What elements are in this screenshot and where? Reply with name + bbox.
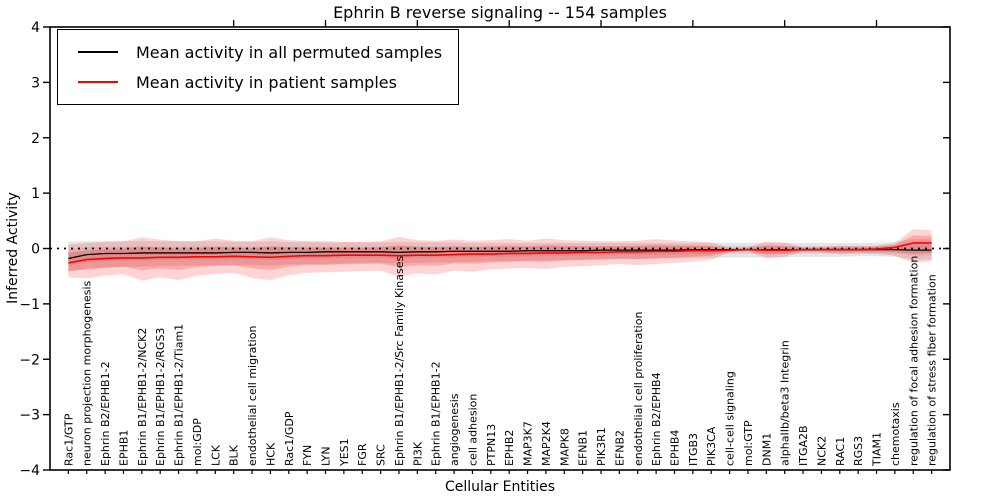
x-tick-label: Ephrin B2/EPHB4	[650, 372, 663, 466]
x-tick-label: PTPN13	[485, 424, 498, 466]
x-tick-label: Rac1/GTP	[62, 413, 75, 466]
x-tick-label: ITGA2B	[797, 425, 810, 466]
permuted-band-outer	[68, 239, 932, 272]
legend-label-permuted: Mean activity in all permuted samples	[136, 42, 443, 62]
x-tick-label: Ephrin B1/EPHB1-2	[430, 361, 443, 466]
x-tick-label: mol:GDP	[191, 418, 204, 466]
x-tick-label: SRC	[375, 444, 388, 466]
x-tick-label: HCK	[264, 442, 277, 466]
x-tick-label: Ephrin B1/EPHB1-2/NCK2	[136, 328, 149, 466]
x-tick-label: Ephrin B2/EPHB1-2	[99, 361, 112, 466]
x-tick-label: Ephrin B1/EPHB1-2/RGS3	[154, 328, 167, 466]
x-tick-label: PIK3CA	[705, 426, 718, 466]
y-tick-label: 4	[31, 20, 40, 36]
x-tick-label: YES1	[338, 438, 351, 467]
x-tick-label: mol:GTP	[742, 420, 755, 466]
y-tick-label: −4	[19, 463, 40, 479]
x-tick-label: EPHB1	[117, 430, 130, 466]
x-tick-label: PI3K	[411, 441, 424, 466]
patient-mean-line	[68, 242, 932, 264]
x-tick-label: Ephrin B1/EPHB1-2/Tiam1	[173, 324, 186, 466]
legend-label-patient: Mean activity in patient samples	[136, 72, 397, 92]
x-tick-label: cell adhesion	[466, 394, 479, 466]
x-tick-label: BLK	[228, 444, 241, 466]
x-tick-label: MAP3K7	[522, 421, 535, 466]
legend-box: Mean activity in all permuted samples Me…	[57, 29, 460, 105]
x-tick-label: ITGB3	[687, 433, 700, 466]
x-tick-label: FGR	[356, 443, 369, 466]
x-tick-label: NCK2	[815, 436, 828, 466]
y-tick-label: 3	[31, 75, 40, 91]
x-tick-label: neuron projection morphogenesis	[81, 280, 94, 466]
y-tick-label: 2	[31, 131, 40, 147]
x-tick-label: EFNB1	[577, 430, 590, 466]
x-tick-label: PIK3R1	[595, 427, 608, 466]
y-tick-label: −1	[19, 297, 40, 313]
x-tick-label: EPHB4	[668, 430, 681, 466]
patient-band-outer	[68, 229, 932, 281]
x-tick-label: LYN	[320, 446, 333, 466]
y-tick-label: 1	[31, 186, 40, 202]
x-tick-label: chemotaxis	[889, 402, 902, 466]
x-tick-label: LCK	[209, 444, 222, 466]
patient-line-swatch	[78, 81, 118, 83]
y-tick-label: −2	[19, 352, 40, 368]
x-tick-label: endothelial cell proliferation	[632, 312, 645, 466]
x-tick-label: alphaIIb/beta3 Integrin	[779, 340, 792, 466]
x-tick-label: Ephrin B1/EPHB1-2/Src Family Kinases	[393, 256, 406, 466]
x-tick-label: EPHB2	[503, 430, 516, 466]
legend-item-patient: Mean activity in patient samples	[72, 67, 442, 97]
y-tick-label: 0	[31, 242, 40, 258]
y-tick-label: −3	[19, 408, 40, 424]
x-tick-label: endothelial cell migration	[246, 326, 259, 466]
x-tick-label: cell-cell signaling	[724, 371, 737, 466]
x-tick-label: RAC1	[834, 437, 847, 466]
x-tick-label: MAPK8	[558, 428, 571, 466]
x-tick-label: angiogenesis	[448, 393, 461, 466]
permuted-line-swatch	[78, 51, 118, 53]
x-tick-label: DNM1	[760, 433, 773, 466]
x-tick-label: Rac1/GDP	[283, 411, 296, 466]
x-tick-label: EFNB2	[613, 430, 626, 466]
x-tick-label: MAP2K4	[540, 421, 553, 466]
legend-item-permuted: Mean activity in all permuted samples	[72, 37, 442, 67]
y-axis-label: Inferred Activity	[5, 192, 21, 304]
x-tick-label: FYN	[301, 445, 314, 466]
x-tick-label: regulation of stress fiber formation	[926, 274, 939, 466]
x-axis-label: Cellular Entities	[444, 479, 556, 495]
x-tick-label: TIAM1	[871, 432, 884, 467]
x-tick-label: RGS3	[852, 436, 865, 466]
chart-title: Ephrin B reverse signaling -- 154 sample…	[333, 3, 667, 22]
x-tick-label: regulation of focal adhesion formation	[907, 256, 920, 466]
